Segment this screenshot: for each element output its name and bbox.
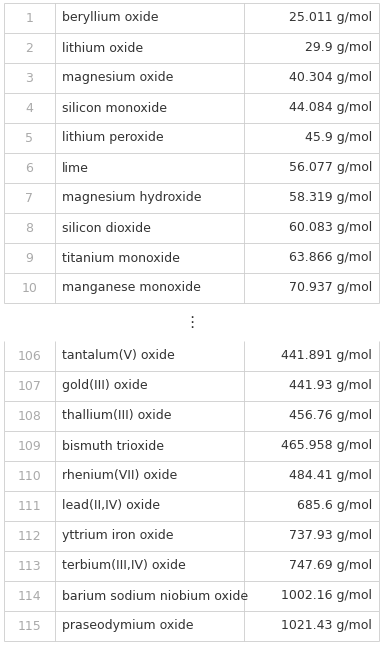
Text: titanium monoxide: titanium monoxide [62,251,180,265]
Text: thallium(III) oxide: thallium(III) oxide [62,409,171,423]
Text: 58.319 g/mol: 58.319 g/mol [289,192,372,204]
Text: lithium peroxide: lithium peroxide [62,131,163,145]
Text: 109: 109 [18,440,41,452]
Text: 6: 6 [25,161,33,174]
Text: gold(III) oxide: gold(III) oxide [62,379,147,393]
Text: 2: 2 [25,42,33,54]
Text: lithium oxide: lithium oxide [62,42,143,54]
Text: 10: 10 [21,281,37,295]
Text: 484.41 g/mol: 484.41 g/mol [289,470,372,482]
Text: 44.084 g/mol: 44.084 g/mol [289,101,372,115]
Text: 465.958 g/mol: 465.958 g/mol [281,440,372,452]
Text: 4: 4 [25,101,33,115]
Text: praseodymium oxide: praseodymium oxide [62,620,193,632]
Text: 5: 5 [25,131,33,145]
Text: 56.077 g/mol: 56.077 g/mol [289,161,372,174]
Text: 29.9 g/mol: 29.9 g/mol [305,42,372,54]
Text: 45.9 g/mol: 45.9 g/mol [305,131,372,145]
Text: 685.6 g/mol: 685.6 g/mol [297,500,372,513]
Text: 108: 108 [17,409,41,423]
Text: 1: 1 [25,11,33,25]
Text: rhenium(VII) oxide: rhenium(VII) oxide [62,470,177,482]
Text: 441.93 g/mol: 441.93 g/mol [289,379,372,393]
Text: barium sodium niobium oxide: barium sodium niobium oxide [62,590,248,602]
Text: terbium(III,IV) oxide: terbium(III,IV) oxide [62,559,185,572]
Text: silicon dioxide: silicon dioxide [62,222,151,234]
Text: 8: 8 [25,222,33,234]
Text: 60.083 g/mol: 60.083 g/mol [289,222,372,234]
Text: magnesium hydroxide: magnesium hydroxide [62,192,201,204]
Text: 111: 111 [18,500,41,513]
Text: 113: 113 [18,559,41,572]
Text: 114: 114 [18,590,41,602]
Text: 441.891 g/mol: 441.891 g/mol [281,350,372,362]
Text: 70.937 g/mol: 70.937 g/mol [289,281,372,295]
Text: beryllium oxide: beryllium oxide [62,11,158,25]
Text: magnesium oxide: magnesium oxide [62,72,173,84]
Text: 747.69 g/mol: 747.69 g/mol [289,559,372,572]
Text: 1002.16 g/mol: 1002.16 g/mol [281,590,372,602]
Text: 106: 106 [18,350,41,362]
Text: 9: 9 [25,251,33,265]
Text: ⋮: ⋮ [184,314,199,330]
Text: silicon monoxide: silicon monoxide [62,101,167,115]
Text: lime: lime [62,161,88,174]
Text: 107: 107 [17,379,41,393]
Text: 737.93 g/mol: 737.93 g/mol [289,529,372,543]
Text: manganese monoxide: manganese monoxide [62,281,200,295]
Text: 63.866 g/mol: 63.866 g/mol [289,251,372,265]
Text: 25.011 g/mol: 25.011 g/mol [289,11,372,25]
Text: 110: 110 [18,470,41,482]
Text: lead(II,IV) oxide: lead(II,IV) oxide [62,500,160,513]
Text: 115: 115 [18,620,41,632]
Text: 40.304 g/mol: 40.304 g/mol [289,72,372,84]
Text: tantalum(V) oxide: tantalum(V) oxide [62,350,174,362]
Text: 3: 3 [25,72,33,84]
Text: 1021.43 g/mol: 1021.43 g/mol [281,620,372,632]
Text: 456.76 g/mol: 456.76 g/mol [289,409,372,423]
Text: yttrium iron oxide: yttrium iron oxide [62,529,173,543]
Text: 7: 7 [25,192,33,204]
Text: bismuth trioxide: bismuth trioxide [62,440,164,452]
Text: 112: 112 [18,529,41,543]
